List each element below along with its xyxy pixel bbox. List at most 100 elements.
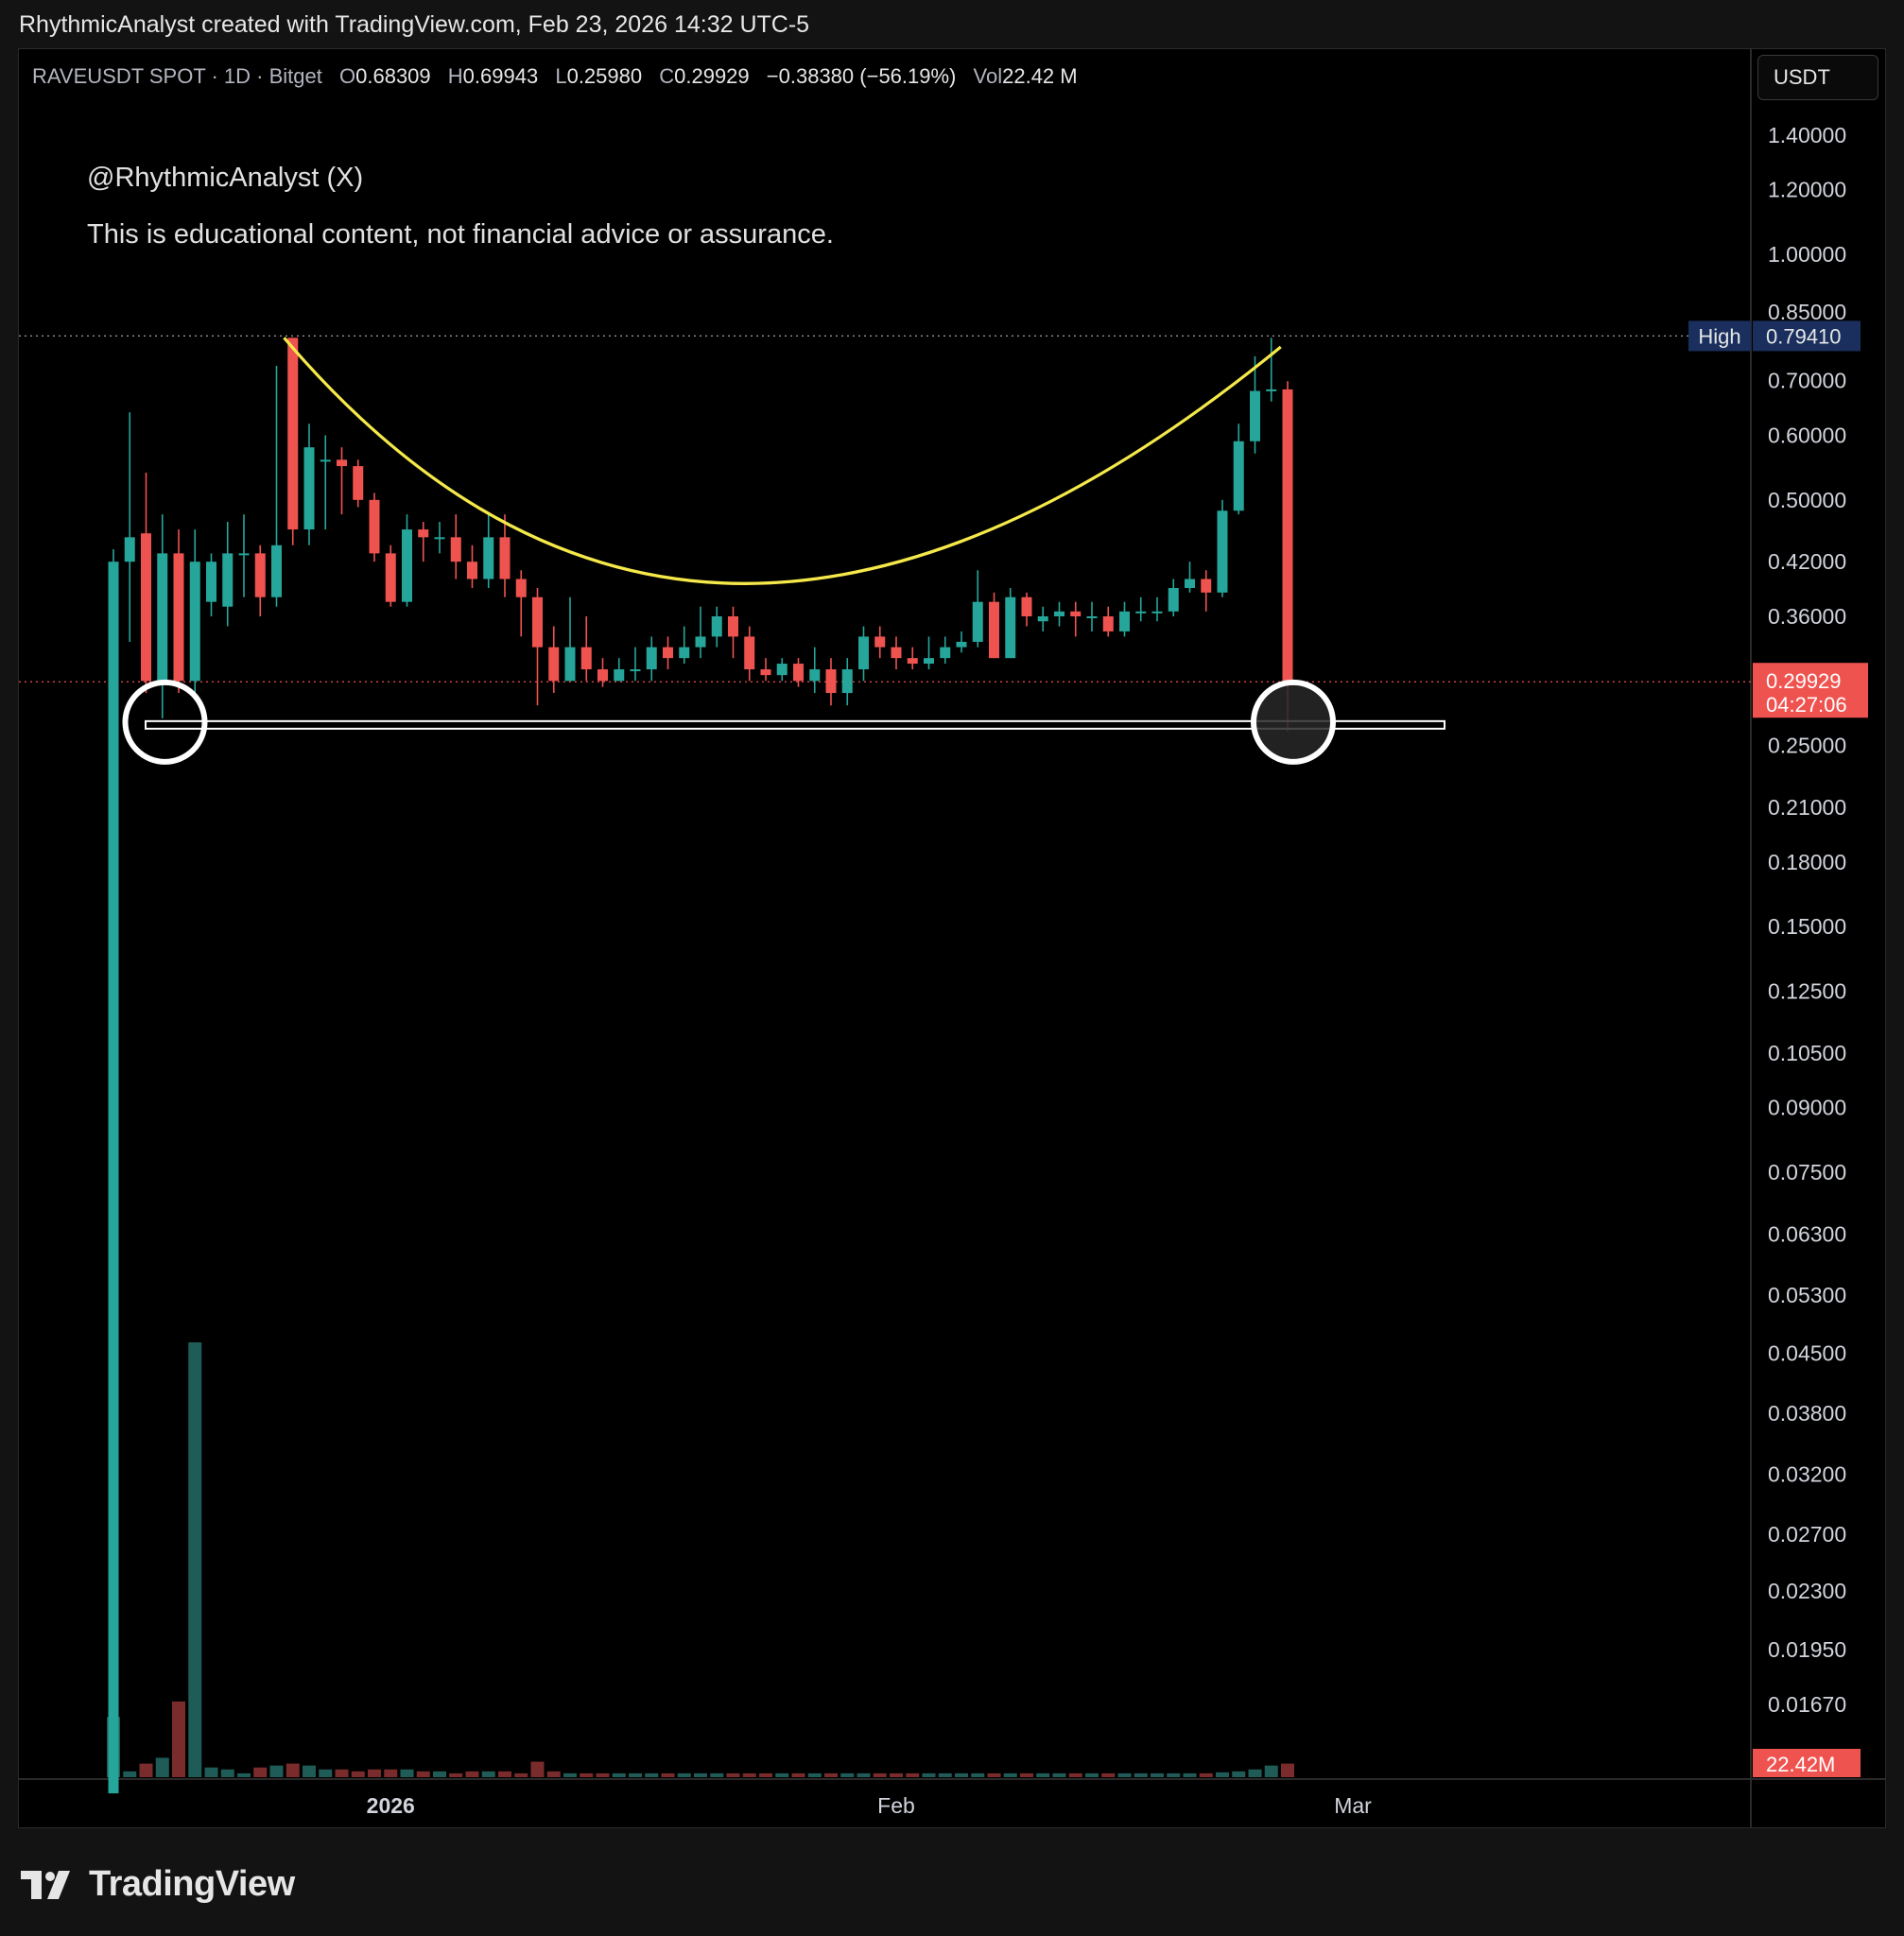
volume-bar <box>971 1772 985 1777</box>
candle-body <box>402 529 412 602</box>
candle-body <box>303 447 315 530</box>
candle-body <box>450 537 461 562</box>
candle-body <box>1233 441 1244 511</box>
currency-button[interactable]: USDT <box>1757 55 1878 100</box>
candle-body <box>1037 615 1048 622</box>
volume-bar <box>139 1763 153 1777</box>
price-tick-label: 0.04500 <box>1768 1341 1846 1366</box>
candle-body <box>663 647 673 659</box>
volume-bar <box>1216 1772 1229 1777</box>
volume-bar <box>807 1772 822 1777</box>
volume-bar <box>1151 1772 1164 1777</box>
volume-bar <box>303 1765 316 1777</box>
volume-tag-bg <box>1753 1749 1861 1777</box>
candle-body <box>1021 596 1032 616</box>
candle-body <box>580 647 592 670</box>
volume-bar <box>1117 1772 1132 1777</box>
change-value: −0.38380 (−56.19%) <box>766 64 957 88</box>
candle-body <box>760 669 771 676</box>
candle-body <box>254 553 266 597</box>
volume-bar <box>1199 1772 1213 1777</box>
price-tick-label: 0.03800 <box>1768 1401 1846 1426</box>
candle-body <box>467 562 477 579</box>
low-key: L <box>555 64 567 88</box>
price-tick-label: 1.00000 <box>1768 242 1846 267</box>
volume-bar <box>188 1342 202 1777</box>
open-key: O <box>339 64 356 88</box>
high-tag-value: 0.79410 <box>1766 324 1842 348</box>
symbol-label[interactable]: RAVEUSDT SPOT · 1D · Bitget <box>32 64 322 88</box>
tradingview-logo[interactable]: TradingView <box>21 1864 295 1905</box>
high-tag-label: High <box>1698 324 1740 348</box>
volume-bar <box>368 1769 381 1777</box>
volume-bar <box>677 1772 691 1777</box>
price-tick-label: 0.01670 <box>1768 1692 1846 1717</box>
high-value: 0.69943 <box>462 64 539 88</box>
volume-bar <box>449 1772 463 1777</box>
candle-body <box>108 562 119 1794</box>
volume-bar <box>824 1772 838 1777</box>
volume-bar <box>384 1769 398 1777</box>
price-tick-label: 0.85000 <box>1768 300 1846 324</box>
candle-body <box>532 596 543 648</box>
candle-body <box>841 669 853 694</box>
volume-bar <box>155 1757 169 1777</box>
candle-body <box>385 553 396 602</box>
author-handle-note[interactable]: @RhythmicAnalyst (X) <box>87 163 364 193</box>
last-price-countdown: 04:27:06 <box>1766 693 1847 717</box>
price-tick-label: 0.02300 <box>1768 1579 1846 1603</box>
price-tick-label: 0.12500 <box>1768 979 1846 1004</box>
candle-body <box>1250 390 1260 441</box>
volume-bar <box>857 1772 871 1777</box>
candle-body <box>1201 579 1212 593</box>
candle-body <box>434 537 445 540</box>
chart-panel[interactable] <box>18 48 1886 1828</box>
candle-body <box>728 615 738 637</box>
candle-body <box>940 647 951 659</box>
volume-bar <box>465 1771 479 1777</box>
cup-curve-drawing <box>283 337 1282 585</box>
candle-body <box>1282 389 1293 683</box>
candle-body <box>1151 611 1163 614</box>
candle-body <box>238 553 250 556</box>
last-price-tag-bg <box>1753 663 1868 718</box>
price-tick-label: 0.02700 <box>1768 1522 1846 1547</box>
candle-body <box>124 537 135 562</box>
candle-body <box>1086 615 1098 618</box>
low-value: 0.25980 <box>566 64 643 88</box>
candle-body <box>157 553 168 682</box>
volume-bar <box>775 1772 789 1777</box>
candle-body <box>222 553 234 607</box>
candle-body <box>369 499 380 554</box>
volume-bar <box>1248 1769 1262 1777</box>
candle-body <box>337 459 347 467</box>
close-value: 0.29929 <box>674 64 750 88</box>
support-zone-rectangle <box>145 719 1445 730</box>
volume-bar <box>726 1772 740 1777</box>
volume-bar <box>1036 1772 1050 1777</box>
volume-bar <box>629 1772 642 1777</box>
candle-body <box>189 562 200 682</box>
candle-body <box>499 537 511 579</box>
volume-bar <box>514 1772 528 1777</box>
volume-bar <box>1232 1771 1246 1777</box>
last-price-value: 0.29929 <box>1766 669 1842 693</box>
time-axis-label: Feb <box>877 1793 915 1818</box>
disclaimer-note[interactable]: This is educational content, not financi… <box>87 219 834 250</box>
candle-body <box>776 664 788 676</box>
price-tick-label: 0.60000 <box>1768 423 1846 447</box>
candle-body <box>924 658 934 665</box>
volume-bar <box>710 1772 724 1777</box>
price-tick-label: 0.07500 <box>1768 1160 1846 1184</box>
candle-body <box>793 664 804 682</box>
volume-value: 22.42 M <box>1002 64 1078 88</box>
candle-body <box>809 669 821 682</box>
price-tick-label: 0.18000 <box>1768 850 1846 874</box>
chart-attribution: RhythmicAnalyst created with TradingView… <box>19 11 810 38</box>
tradingview-logo-icon <box>21 1870 70 1899</box>
volume-key: Vol <box>973 64 1003 88</box>
support-circle-left <box>122 679 208 765</box>
candle-body <box>956 641 967 648</box>
volume-bar <box>1068 1772 1082 1777</box>
